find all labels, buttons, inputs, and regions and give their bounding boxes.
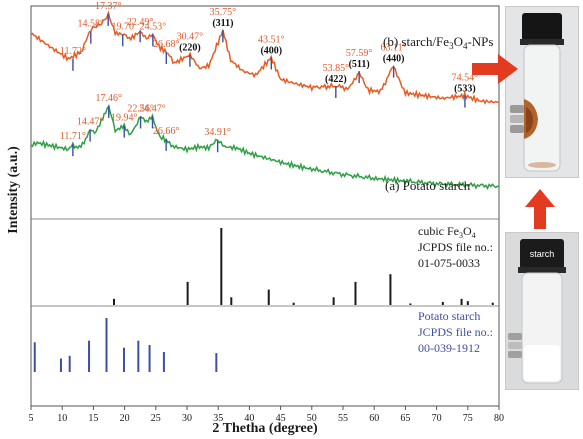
peak-label-0-12: 63.11° [381,43,407,54]
arrow-right-icon [472,54,518,84]
x-tick-label-40: 40 [244,413,254,424]
y-axis-label: Intensity (a.u.) [6,146,21,234]
x-tick-label-15: 15 [88,413,98,424]
peak-label-0-2: 17.37° [95,1,122,12]
reference-fe3o4-sticks [112,228,494,305]
x-tick-label-5: 5 [29,413,34,424]
legend-starch-line1: Potato starch [418,309,480,323]
legend-starch: Potato starch JCPDS file no.: 00-039-191… [418,309,493,355]
x-tick-label-65: 65 [400,413,410,424]
peak-label-1-2: 17.46° [96,93,123,104]
peak-label-1-7: 34.91° [204,127,231,138]
peak-label-1-0: 11.71° [60,131,86,142]
legend-fe3o4-line3: 01-075-0033 [418,256,480,270]
peak-label-0-13: 74.54° [452,73,479,84]
arrow-up-icon [525,189,555,229]
x-tick-label-35: 35 [213,413,223,424]
peak-label-0-10: 53.85° [323,63,350,74]
peak-label-0-3: 19.70 [111,21,134,32]
peak-label-0-11: 57.59° [346,48,373,59]
vial-label: starch [529,249,555,259]
x-tick-label-20: 20 [120,413,130,424]
reference-starch-sticks [33,318,218,372]
legend-starch-line3: 00-039-1912 [418,341,480,355]
peak-label-0-7: 30.47° [177,32,204,43]
x-tick-label-75: 75 [463,413,473,424]
series-starch-fe3o4 [30,10,500,105]
peak-hkl-0-12: (440) [383,54,405,65]
peak-label-0-6: 26.68° [153,39,180,50]
peak-label-1-1: 14.47° [77,117,104,128]
legend-fe3o4-line2: JCPDS file no.: [418,240,493,254]
x-tick-label-55: 55 [338,413,348,424]
x-axis-ticks: 5 10 15 20 25 30 35 40 45 50 55 60 65 70 75 80 [29,406,504,424]
x-tick-label-45: 45 [276,413,286,424]
x-tick-label-10: 10 [57,413,67,424]
peak-label-0-8: 35.75° [210,7,237,18]
peak-label-1-3: 19.94° [111,113,138,124]
x-axis-label: 2 Thetha (degree) [212,421,318,436]
legend-fe3o4-line1: cubic Fe3O4 [418,224,476,240]
series-line-0 [30,10,500,105]
peak-hkl-0-13: (533) [454,84,476,95]
peak-label-0-9: 43.51° [258,34,285,45]
photo-starch-vial: starch [505,232,579,390]
peak-hkl-0-9: (400) [260,45,282,56]
photo-starch-fe3o4-vial [505,6,579,178]
series-line-1 [30,104,500,191]
plot-frame [30,5,500,407]
series-potato-starch [30,104,500,191]
vial-magnet-icon [506,7,578,177]
x-tick-label-60: 60 [369,413,379,424]
x-tick-label-70: 70 [432,413,442,424]
x-tick-label-25: 25 [151,413,161,424]
peak-hkl-0-8: (311) [212,18,233,29]
peak-hkl-0-7: (220) [179,43,201,54]
peak-label-1-4: 22.56° [127,103,154,114]
peak-label-1-5: 24.47° [139,103,166,114]
x-tick-label-80: 80 [494,413,504,424]
legend-starch-line2: JCPDS file no.: [418,325,493,339]
peak-markers [72,13,466,157]
peak-label-0-1: 14.58° [78,19,105,30]
peak-label-0-0: 11.72° [60,46,86,57]
series-label-starch-fe3o4: (b) starch/Fe3O4-NPs [383,34,493,51]
vial-starch-icon [506,233,578,389]
series-label-potato-starch: (a) Potato starch [385,178,471,193]
x-tick-label-30: 30 [182,413,192,424]
peak-hkl-0-10: (422) [325,74,347,85]
peak-hkl-0-11: (511) [349,59,370,70]
x-tick-label-50: 50 [307,413,317,424]
legend-fe3o4: cubic Fe3O4 JCPDS file no.: 01-075-0033 [418,224,493,270]
peak-label-0-5: 24.53° [140,21,167,32]
peak-label-1-6: 26.66° [153,126,180,137]
peak-label-0-4: 22.49° [127,17,154,28]
